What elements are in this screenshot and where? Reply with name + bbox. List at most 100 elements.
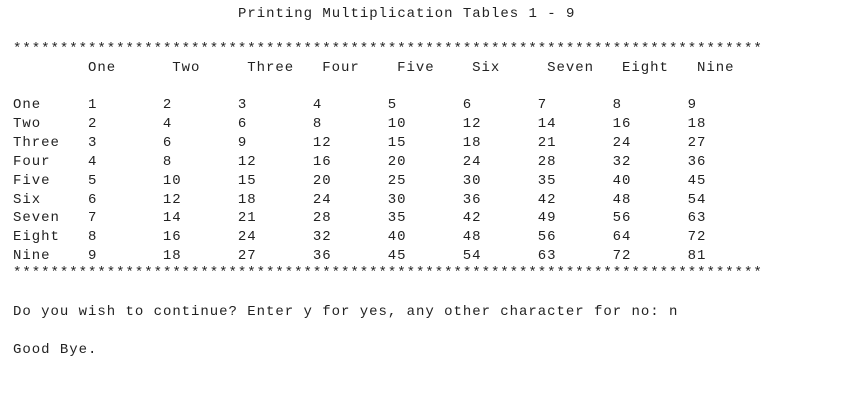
table-cell: 3 (87, 134, 98, 151)
table-cell: 18 (237, 191, 257, 208)
table-cell: 27 (237, 248, 257, 265)
table-cell: 36 (312, 248, 332, 265)
table-cell: 16 (312, 153, 332, 170)
table-cell: 32 (612, 153, 632, 170)
table-cell: 3 (237, 97, 248, 113)
table-cell: 7 (537, 97, 548, 113)
separator-bottom: ****************************************… (13, 265, 763, 281)
table-cell: 63 (687, 210, 707, 227)
table-cell: 28 (537, 153, 557, 170)
table-cell: 81 (687, 248, 707, 265)
table-cell: 18 (162, 248, 182, 265)
table-cell: 16 (612, 115, 632, 132)
table-cell: 20 (387, 153, 407, 170)
column-header: Six (472, 60, 501, 76)
table-cell: 9 (87, 248, 98, 265)
table-cell: 8 (312, 115, 323, 132)
table-cell: 8 (612, 97, 623, 113)
table-cell: 32 (312, 229, 332, 246)
table-cell: 18 (462, 134, 482, 151)
row-label: Four (13, 153, 51, 170)
column-header: Seven (547, 60, 594, 76)
separator-top: ****************************************… (13, 41, 763, 57)
table-cell: 4 (312, 97, 323, 113)
table-cell: 24 (462, 153, 482, 170)
table-cell: 4 (162, 115, 173, 132)
table-cell: 20 (312, 172, 332, 189)
column-header: Three (247, 60, 295, 76)
table-cell: 4 (87, 153, 98, 170)
table-cell: 72 (687, 229, 707, 246)
table-cell: 14 (162, 210, 182, 227)
table-cell: 36 (687, 153, 707, 170)
table-cell: 48 (612, 191, 632, 208)
table-cell: 21 (237, 210, 257, 227)
table-cell: 5 (387, 97, 398, 113)
table-cell: 2 (87, 115, 98, 132)
table-cell: 24 (612, 134, 632, 151)
table-cell: 15 (237, 172, 257, 189)
table-cell: 8 (162, 153, 173, 170)
table-cell: 16 (162, 229, 182, 246)
title: Printing Multiplication Tables 1 - 9 (238, 6, 576, 22)
table-cell: 14 (537, 115, 557, 132)
table-cell: 45 (387, 248, 407, 265)
table-cell: 24 (237, 229, 257, 246)
table-cell: 36 (462, 191, 482, 208)
continue-prompt: Do you wish to continue? Enter y for yes… (13, 304, 679, 320)
table-cell: 9 (687, 97, 697, 113)
table-cell: 49 (537, 210, 557, 227)
table-cell: 12 (462, 115, 482, 132)
table-cell: 24 (312, 191, 332, 208)
column-header: Eight (622, 60, 669, 76)
column-header: Four (322, 60, 360, 76)
table-cell: 54 (687, 191, 707, 208)
table-cell: 12 (312, 134, 332, 151)
table-cell: 12 (162, 191, 182, 208)
table-cell: 2 (162, 97, 173, 113)
row-label: Five (13, 172, 51, 189)
row-label: Eight (13, 229, 60, 246)
table-cell: 42 (462, 210, 482, 227)
column-header: One (87, 60, 117, 76)
row-label: Nine (13, 248, 51, 265)
column-header: Nine (697, 60, 735, 76)
row-label: Six (13, 191, 42, 208)
table-cell: 27 (687, 134, 707, 151)
table-cell: 54 (462, 248, 482, 265)
table-cell: 15 (387, 134, 407, 151)
table-cell: 6 (462, 97, 473, 113)
table-cell: 48 (462, 229, 482, 246)
table-cell: 25 (387, 172, 407, 189)
table-cell: 42 (537, 191, 557, 208)
table-cell: 9 (237, 134, 248, 151)
table-cell: 35 (537, 172, 557, 189)
table-cell: 5 (87, 172, 98, 189)
table-cell: 63 (537, 248, 557, 265)
table-cell: 18 (687, 115, 707, 132)
table-cell: 30 (387, 191, 407, 208)
table-cell: 10 (162, 172, 182, 189)
table-cell: 8 (87, 229, 98, 246)
column-header: Five (397, 60, 435, 76)
table-cell: 28 (312, 210, 332, 227)
table-cell: 56 (537, 229, 557, 246)
table-cell: 1 (87, 97, 98, 113)
table-cell: 7 (87, 210, 98, 227)
table-cell: 64 (612, 229, 632, 246)
table-cell: 40 (387, 229, 407, 246)
table-cell: 6 (237, 115, 248, 132)
table-cell: 35 (387, 210, 407, 227)
table-cell: 21 (537, 134, 557, 151)
table-cell: 12 (237, 153, 257, 170)
row-label: Seven (13, 210, 60, 227)
table-cell: 6 (162, 134, 173, 151)
goodbye-message: Good Bye. (13, 342, 98, 358)
table-cell: 45 (687, 172, 707, 189)
row-label: One (13, 97, 42, 113)
table-cell: 10 (387, 115, 407, 132)
table-cell: 72 (612, 248, 632, 265)
column-header: Two (172, 60, 201, 76)
row-label: Three (13, 134, 60, 151)
table-cell: 30 (462, 172, 482, 189)
